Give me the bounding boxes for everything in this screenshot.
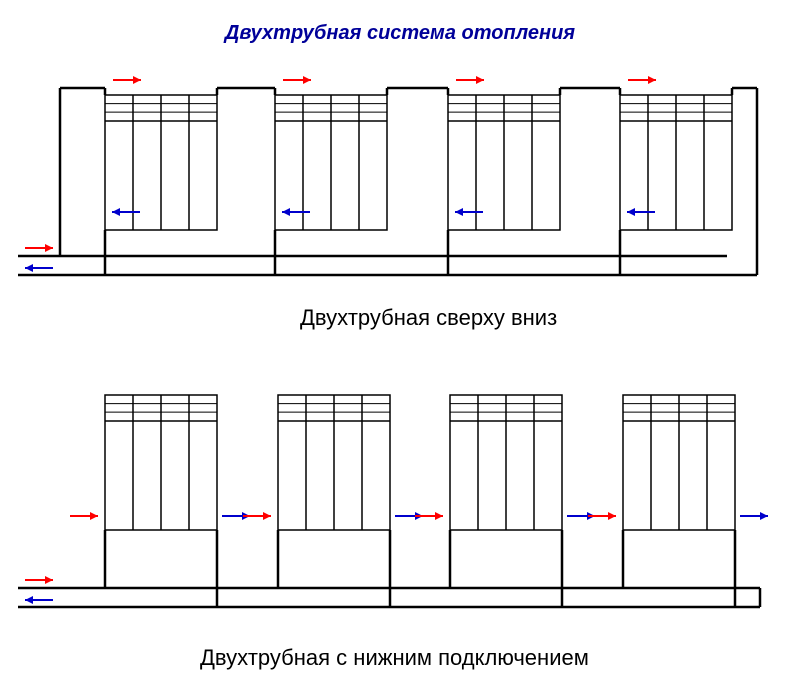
heating-diagram: [0, 0, 800, 700]
